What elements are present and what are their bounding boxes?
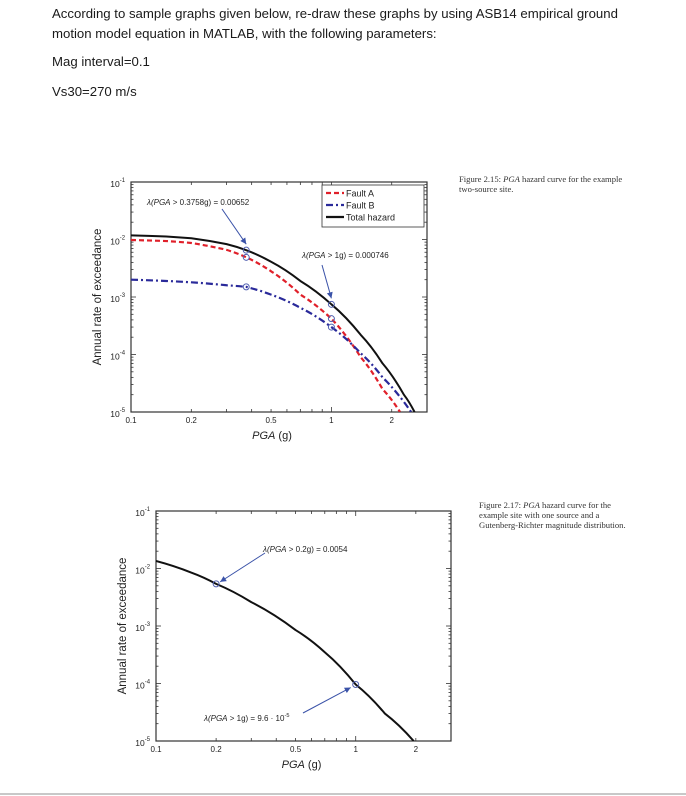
tick-label: 10-2 <box>135 565 150 576</box>
annotation-arrow <box>219 552 266 583</box>
arrow-head-icon <box>326 291 333 299</box>
x-tick-label: 2 <box>414 745 419 754</box>
annotation-arrow <box>302 687 351 714</box>
x-tick-label: 0.5 <box>266 416 278 425</box>
arrow-head-icon <box>240 237 247 245</box>
legend-entry: Fault B <box>346 201 375 211</box>
marker-circle <box>327 323 335 331</box>
plot-area: 0.1 0.2 0.5 1 2 10-1 10-2 10-3 10-4 10-5 PGA (g) An… <box>92 178 428 442</box>
annotation-text: λ(PGA > 0.2g) = 0.0054 <box>262 545 348 554</box>
caption-italic: PGA <box>503 174 520 184</box>
caption-prefix: Figure 2.17: <box>479 500 524 510</box>
instruction-paragraph: According to sample graphs given below, … <box>52 6 618 41</box>
caption-prefix: Figure 2.15: <box>459 174 504 184</box>
marker-circle <box>327 300 335 308</box>
legend-entry: Total hazard <box>346 213 395 223</box>
annotation-text: λ(PGA > 1g) = 9.6 · 10-5 <box>203 713 289 723</box>
caption-rest: hazard curve for the example site with o… <box>479 500 626 530</box>
x-tick-label: 0.1 <box>125 416 137 425</box>
x-tick-label: 1 <box>353 745 358 754</box>
marker-circle <box>242 246 250 254</box>
figure-caption-2-17: Figure 2.17: PGA hazard curve for the ex… <box>479 500 639 530</box>
caption-rest: hazard curve for the example two-source … <box>459 174 623 194</box>
x-tick-label: 2 <box>389 416 394 425</box>
chart-legend: Fault A Fault B Total hazard <box>321 184 425 228</box>
marker-circle <box>242 283 250 291</box>
plot-area: 0.1 0.2 0.5 1 2 10-1 10-2 10-3 10-4 10-5 PGA (g) An… <box>117 507 452 771</box>
y-axis-label: Annual rate of exceedance <box>92 229 104 366</box>
x-tick-label: 0.1 <box>150 745 162 754</box>
vs30-param: Vs30=270 m/s <box>52 84 137 99</box>
figure-caption-2-15: Figure 2.15: PGA hazard curve for the ex… <box>459 174 629 194</box>
tick-label: 10-2 <box>110 236 125 247</box>
annotation-text: λ(PGA > 0.3758g) = 0.00652 <box>146 198 250 207</box>
caption-italic: PGA <box>523 500 540 510</box>
tick-label: 10-4 <box>135 680 150 691</box>
y-axis-label: Annual rate of exceedance <box>117 558 129 695</box>
x-tick-label: 0.2 <box>186 416 198 425</box>
tick-label: 10-4 <box>110 351 125 362</box>
tick-label: 10-5 <box>135 737 150 748</box>
marker-circle <box>327 315 335 323</box>
annotation-arrow <box>221 208 247 245</box>
x-tick-label: 1 <box>329 416 334 425</box>
series-line-fault-b <box>131 278 413 412</box>
series-line-total-hazard <box>131 234 416 412</box>
x-axis-label: PGA (g) <box>282 759 322 771</box>
x-tick-label: 0.5 <box>290 745 302 754</box>
series-line-hazard-curve <box>156 560 415 741</box>
tick-label: 10-3 <box>135 622 150 633</box>
tick-label: 10-3 <box>110 293 125 304</box>
tick-label: 10-1 <box>135 507 150 518</box>
annotation-text: λ(PGA > 1g) = 0.000746 <box>301 251 389 260</box>
x-tick-label: 0.2 <box>211 745 223 754</box>
x-axis-label: PGA (g) <box>252 430 292 442</box>
tick-label: 10-5 <box>110 408 125 419</box>
arrow-head-icon <box>220 576 227 582</box>
marker-circle <box>242 253 250 261</box>
tick-label: 10-1 <box>110 178 125 189</box>
legend-entry: Fault A <box>346 189 374 199</box>
series-line-fault-a <box>131 238 401 412</box>
marker-circle <box>352 681 360 689</box>
mag-interval-param: Mag interval=0.1 <box>52 54 150 69</box>
arrow-head-icon <box>344 687 351 693</box>
marker-circle <box>212 580 220 588</box>
page-bottom-rule <box>0 793 686 795</box>
